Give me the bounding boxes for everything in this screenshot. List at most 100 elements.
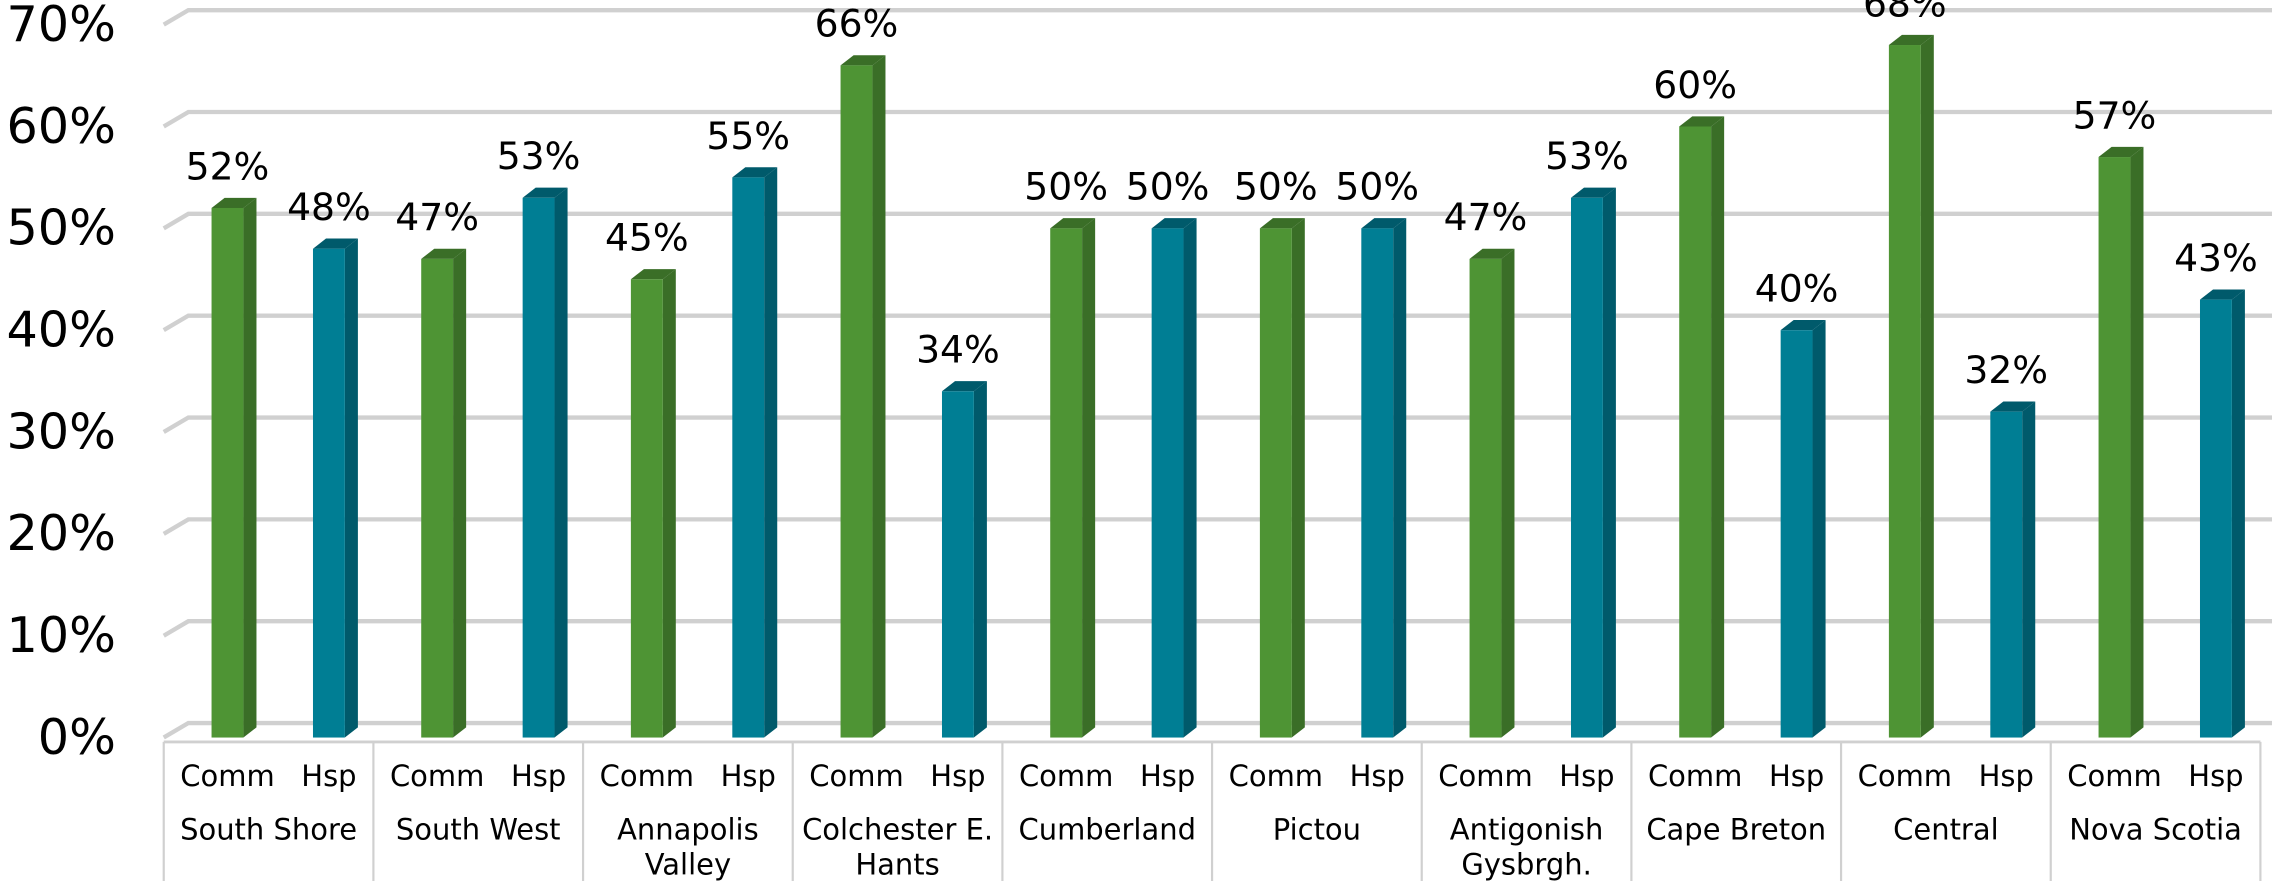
bar-top [522, 187, 568, 198]
series-label: Hsp [2188, 759, 2243, 793]
series-label: Hsp [721, 759, 776, 793]
bar-top [840, 55, 886, 66]
value-label: 32% [1964, 348, 2048, 392]
grid-line [162, 313, 2272, 333]
bar [1469, 258, 1502, 738]
bar-side [1602, 187, 1616, 738]
bar-side [1920, 34, 1934, 738]
y-tick-label: 60% [6, 97, 115, 155]
bar-top [2098, 146, 2144, 158]
bar-top [421, 248, 467, 259]
bar-side [764, 167, 778, 738]
grid-line [162, 211, 2272, 231]
value-label: 57% [2073, 93, 2157, 137]
series-label: Comm [600, 759, 694, 793]
value-label: 47% [395, 195, 479, 239]
category-label: Colchester E. [802, 813, 993, 847]
bar-top [2199, 289, 2245, 300]
bar-side [1812, 320, 1826, 738]
grid-line [162, 109, 2272, 129]
value-label: 50% [1024, 165, 1108, 209]
bar-side [2022, 401, 2036, 738]
value-label: 45% [605, 216, 689, 260]
bar-side [453, 248, 467, 738]
grid-line [162, 415, 2272, 434]
bar [2098, 157, 2131, 738]
y-tick-label: 40% [6, 301, 115, 359]
value-label: 68% [1863, 0, 1947, 25]
category-label: South West [396, 813, 561, 847]
value-label: 52% [186, 144, 270, 188]
bar [1050, 228, 1083, 738]
y-tick-label: 50% [6, 199, 115, 257]
value-label: 50% [1234, 165, 1318, 209]
bar-top [1151, 218, 1197, 229]
series-label: Comm [1648, 759, 1742, 793]
bar-side [872, 55, 886, 738]
value-label: 50% [1126, 165, 1210, 209]
bar [1780, 330, 1813, 738]
series-label: Hsp [1769, 759, 1824, 793]
category-label: Cumberland [1018, 813, 1195, 847]
category-label: Annapolis [617, 813, 759, 847]
grid-line [162, 619, 2272, 638]
value-label: 50% [1335, 165, 1419, 209]
series-label: Comm [809, 759, 903, 793]
bar-side [662, 269, 676, 738]
category-label: Valley [645, 848, 731, 881]
series-label: Comm [2067, 759, 2161, 793]
series-label: Comm [1019, 759, 1113, 793]
bar-side [243, 197, 257, 738]
bar-top [1570, 187, 1616, 198]
bar [211, 207, 244, 738]
bar-side [1183, 218, 1197, 738]
series-label: Hsp [930, 759, 985, 793]
bar [2199, 299, 2232, 738]
y-tick-label: 10% [6, 606, 115, 664]
series-label: Comm [390, 759, 484, 793]
y-tick-label: 30% [6, 402, 115, 460]
bar-side [554, 187, 568, 738]
bar-top [1050, 218, 1096, 229]
series-label: Hsp [511, 759, 566, 793]
series-label: Comm [180, 759, 274, 793]
bar [1259, 228, 1292, 738]
y-tick-label: 0% [38, 708, 116, 766]
bar-side [1291, 218, 1305, 738]
value-label: 53% [497, 134, 581, 178]
bar-side [1711, 116, 1725, 738]
series-label: Comm [1229, 759, 1323, 793]
series-label: Hsp [1979, 759, 2034, 793]
bar-side [344, 238, 358, 738]
bar-top [1780, 320, 1826, 331]
bar-top [312, 238, 358, 249]
category-label: Pictou [1273, 813, 1361, 847]
bar [1361, 228, 1394, 738]
bar-top [941, 381, 987, 392]
bar [732, 177, 765, 738]
bar-side [973, 381, 987, 738]
category-label: Cape Breton [1646, 813, 1826, 847]
bar [1151, 228, 1184, 738]
value-label: 66% [815, 2, 899, 46]
bar [630, 279, 663, 738]
category-label: Hants [855, 848, 939, 881]
value-label: 53% [1545, 134, 1629, 178]
bar-side [1393, 218, 1407, 738]
series-label: Hsp [1559, 759, 1614, 793]
bar-top [211, 197, 257, 208]
grid-line [162, 517, 2272, 536]
bar-top [1888, 34, 1934, 46]
value-label: 43% [2174, 236, 2258, 280]
category-label: Nova Scotia [2069, 813, 2242, 847]
value-label: 60% [1653, 63, 1737, 107]
bar [421, 258, 454, 738]
category-label: Antigonish [1450, 813, 1604, 847]
value-label: 48% [287, 185, 371, 229]
bar [522, 197, 555, 738]
bar [941, 391, 974, 738]
bar-top [1679, 116, 1725, 127]
bar-top [1990, 401, 2036, 412]
bar [840, 65, 873, 738]
